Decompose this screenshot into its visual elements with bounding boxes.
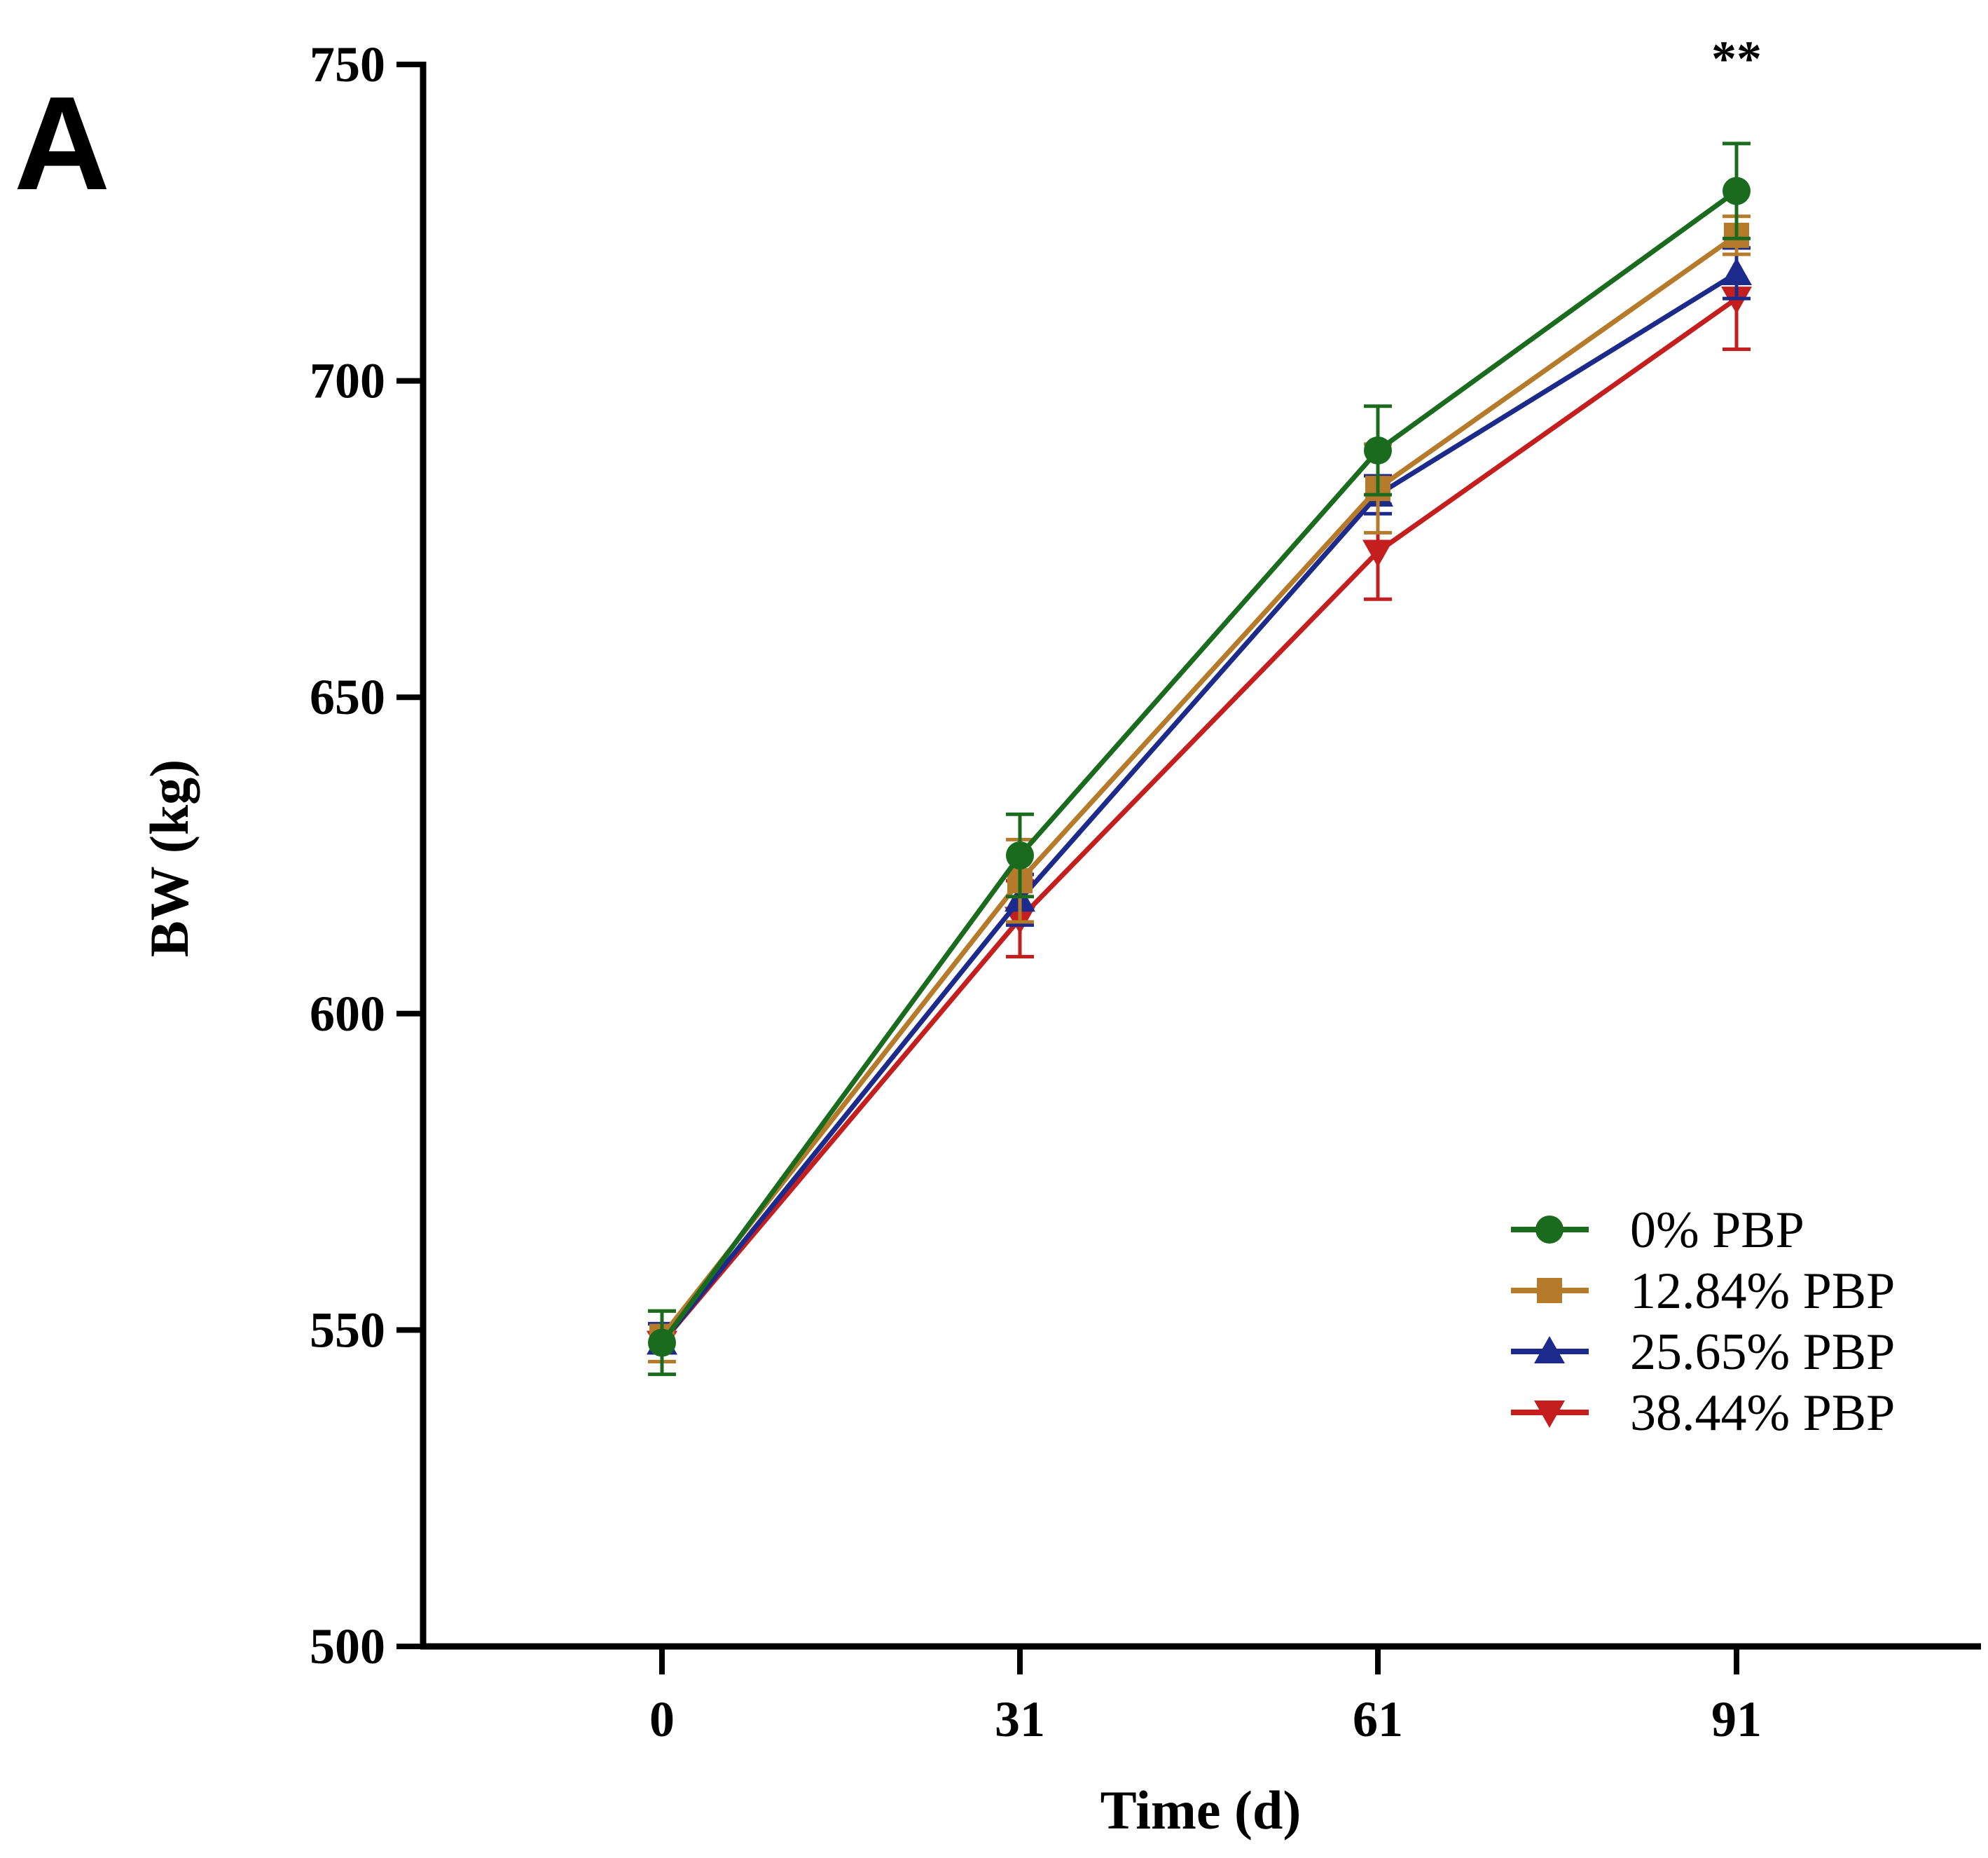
significance-marker: ** — [1711, 31, 1762, 87]
x-tick-label: 91 — [1711, 1691, 1762, 1747]
legend-marker — [1534, 1401, 1565, 1428]
series-line — [660, 188, 1739, 1344]
data-point — [1364, 436, 1392, 464]
y-tick-label: 650 — [310, 669, 385, 725]
series-4 — [647, 246, 1752, 1364]
series-line — [660, 233, 1739, 1338]
x-tick-label: 0 — [649, 1691, 675, 1747]
y-tick-label: 550 — [310, 1302, 385, 1358]
axes — [420, 62, 1981, 1650]
legend-label: 0% PBP — [1630, 1202, 1804, 1259]
legend-item: 0% PBP — [1511, 1202, 1804, 1259]
panel-label: A — [14, 69, 110, 218]
legend-marker — [1534, 1336, 1565, 1363]
legend-label: 25.65% PBP — [1630, 1323, 1895, 1381]
series-layer — [647, 142, 1752, 1377]
legend-marker — [1535, 1216, 1564, 1244]
series-line — [660, 296, 1739, 1344]
legend-item: 12.84% PBP — [1511, 1262, 1895, 1320]
y-tick-label: 500 — [310, 1618, 385, 1674]
legend-item: 38.44% PBP — [1511, 1384, 1895, 1442]
legend-marker — [1537, 1278, 1562, 1303]
data-point — [1362, 539, 1393, 567]
x-tick-label: 31 — [995, 1691, 1045, 1747]
x-axis-title: Time (d) — [1100, 1780, 1302, 1840]
data-point — [1006, 841, 1034, 869]
y-tick-label: 700 — [310, 353, 385, 409]
x-ticks: 0 31 61 91 — [649, 1646, 1762, 1747]
y-tick-label: 600 — [310, 986, 385, 1042]
x-tick-label: 61 — [1353, 1691, 1403, 1747]
series-line — [660, 271, 1738, 1344]
y-tick-label: 750 — [310, 36, 385, 92]
series-1 — [648, 142, 1751, 1377]
data-point — [648, 1328, 676, 1357]
legend-label: 38.44% PBP — [1630, 1384, 1895, 1442]
legend-label: 12.84% PBP — [1630, 1262, 1895, 1320]
series-3 — [647, 246, 1752, 1364]
y-axis-title: BW (kg) — [139, 759, 200, 957]
legend-item: 25.65% PBP — [1511, 1323, 1895, 1381]
data-point — [1723, 177, 1751, 205]
annotation-layer: ** — [1711, 31, 1762, 87]
y-ticks: 500 550 600 650 700 750 — [310, 36, 423, 1674]
data-point — [1721, 258, 1752, 286]
series-2 — [648, 214, 1751, 1364]
